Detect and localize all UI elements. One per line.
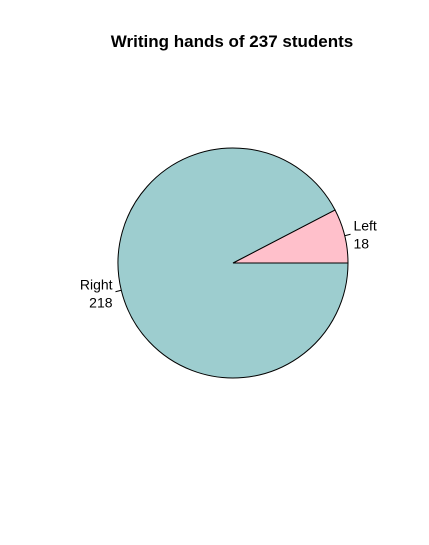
pie-label-tick-left [344, 233, 351, 237]
pie-slices [117, 147, 349, 379]
pie-label-right: Right 218 [80, 276, 113, 310]
pie-label-left: Left 18 [353, 218, 376, 252]
pie-slice-right [117, 147, 349, 379]
pie-label-tick-right [115, 289, 122, 293]
pie-labels: Left 18 Right 218 [80, 218, 377, 311]
chart-title: Writing hands of 237 students [111, 32, 353, 51]
